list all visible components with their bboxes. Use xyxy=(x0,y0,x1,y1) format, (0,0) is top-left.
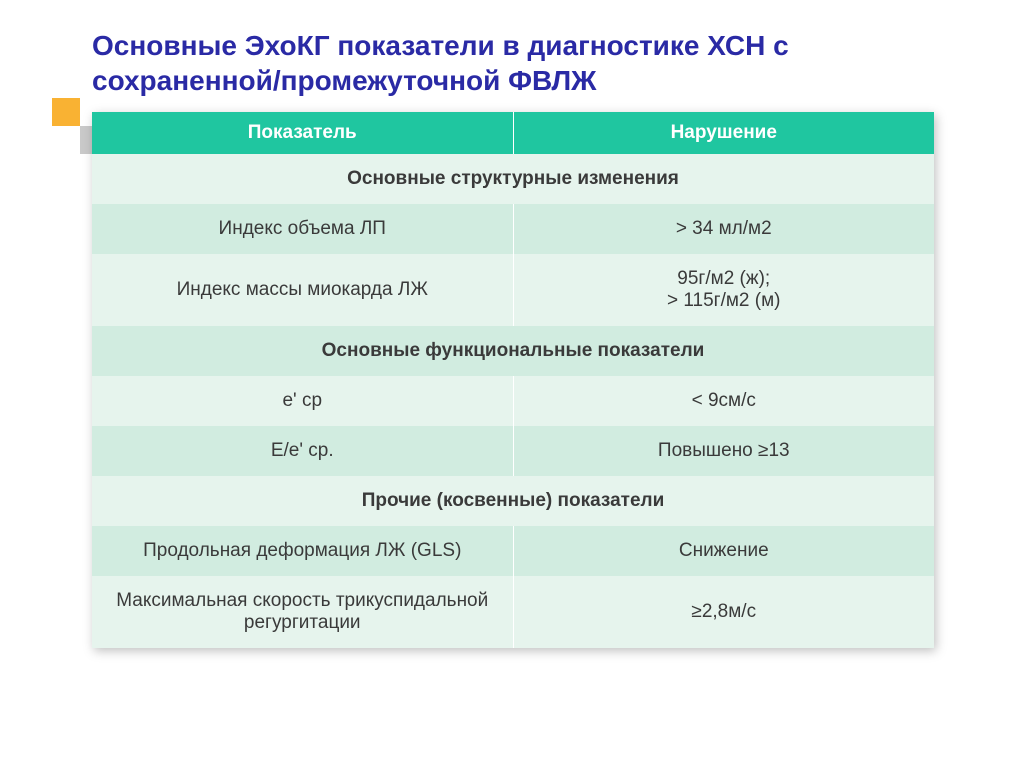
table-row: e' ср< 9см/с xyxy=(92,376,934,426)
cell-value: > 34 мл/м2 xyxy=(513,204,934,254)
section-title: Основные структурные изменения xyxy=(92,154,934,204)
cell-param: e' ср xyxy=(92,376,513,426)
cell-value: < 9см/с xyxy=(513,376,934,426)
table-row: Индекс массы миокарда ЛЖ95г/м2 (ж); > 11… xyxy=(92,254,934,326)
section-header-row: Прочие (косвенные) показатели xyxy=(92,476,934,526)
table-row: E/e' ср.Повышено ≥13 xyxy=(92,426,934,476)
cell-param: Индекс объема ЛП xyxy=(92,204,513,254)
section-title: Прочие (косвенные) показатели xyxy=(92,476,934,526)
cell-value: 95г/м2 (ж); > 115г/м2 (м) xyxy=(513,254,934,326)
cell-param: E/e' ср. xyxy=(92,426,513,476)
accent-square-orange xyxy=(52,98,80,126)
cell-param: Продольная деформация ЛЖ (GLS) xyxy=(92,526,513,576)
table-row: Максимальная скорость трикуспидальной ре… xyxy=(92,576,934,648)
table-row: Индекс объема ЛП> 34 мл/м2 xyxy=(92,204,934,254)
cell-value: Снижение xyxy=(513,526,934,576)
header-param: Показатель xyxy=(92,112,513,154)
header-value: Нарушение xyxy=(513,112,934,154)
slide-title: Основные ЭхоКГ показатели в диагностике … xyxy=(92,28,976,98)
table-header-row: Показатель Нарушение xyxy=(92,112,934,154)
cell-param: Индекс массы миокарда ЛЖ xyxy=(92,254,513,326)
echokg-table-container: Показатель Нарушение Основные структурны… xyxy=(92,112,934,648)
section-header-row: Основные структурные изменения xyxy=(92,154,934,204)
cell-param: Максимальная скорость трикуспидальной ре… xyxy=(92,576,513,648)
echokg-table: Показатель Нарушение Основные структурны… xyxy=(92,112,934,648)
section-title: Основные функциональные показатели xyxy=(92,326,934,376)
table-body: Основные структурные измененияИндекс объ… xyxy=(92,154,934,648)
table-row: Продольная деформация ЛЖ (GLS)Снижение xyxy=(92,526,934,576)
cell-value: Повышено ≥13 xyxy=(513,426,934,476)
section-header-row: Основные функциональные показатели xyxy=(92,326,934,376)
cell-value: ≥2,8м/с xyxy=(513,576,934,648)
